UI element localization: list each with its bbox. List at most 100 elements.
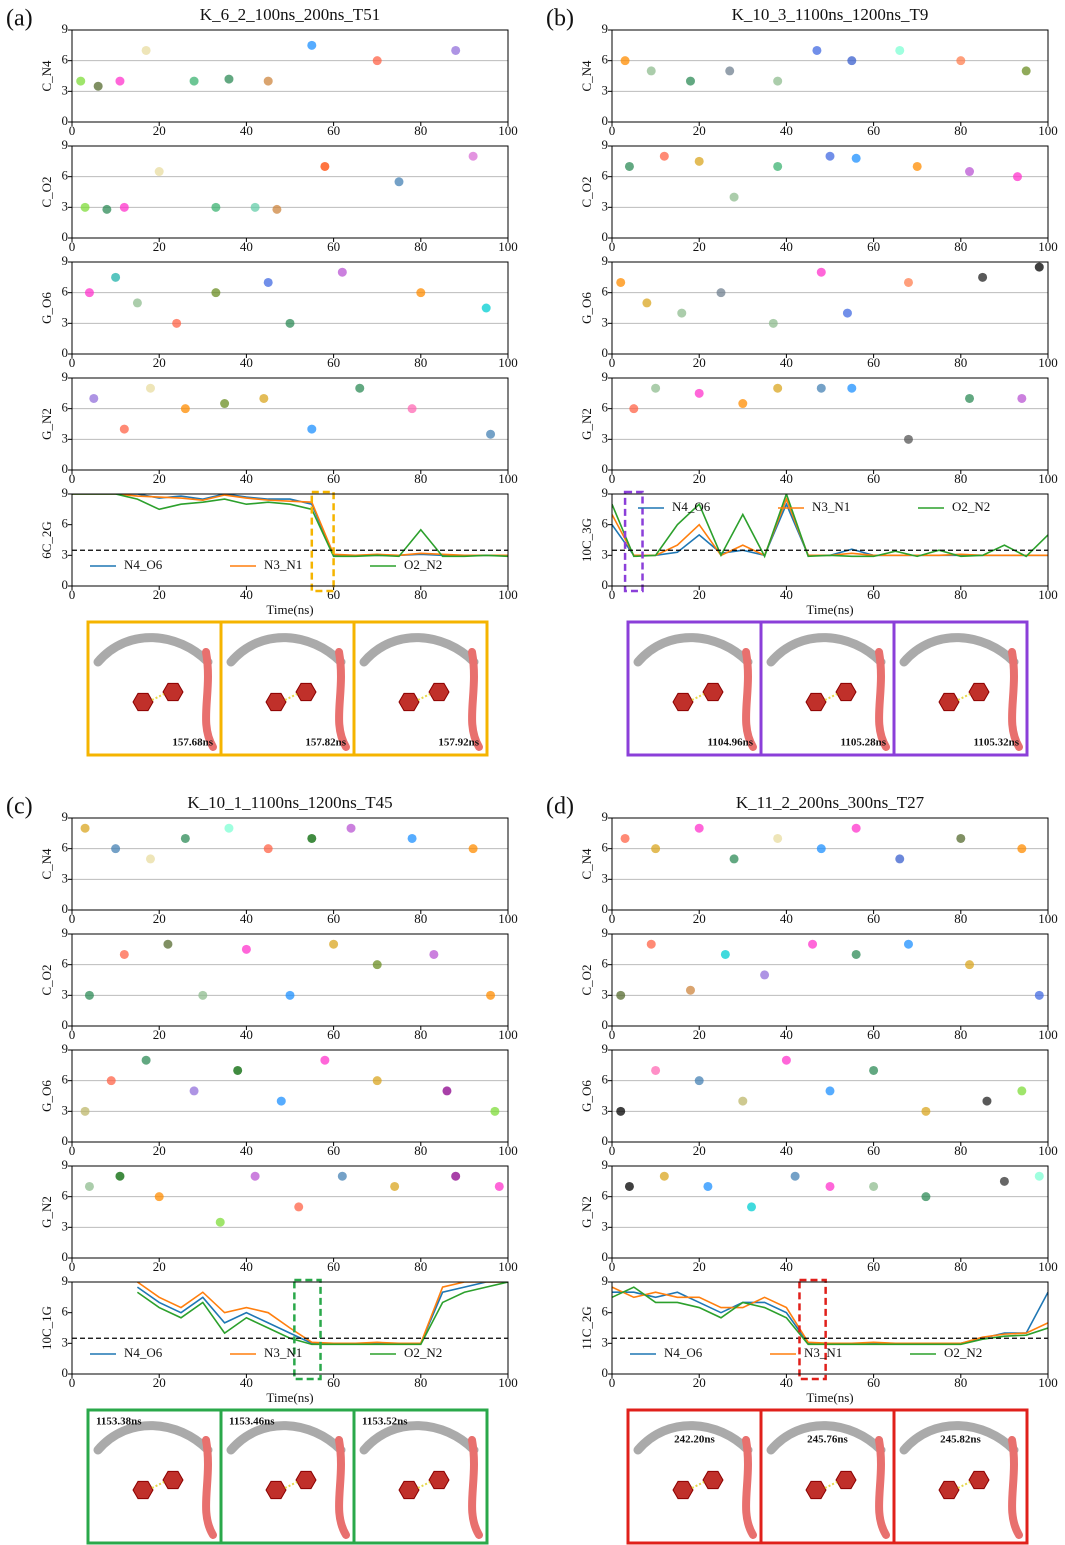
scatter-point xyxy=(738,399,747,408)
y-tick-label: 9 xyxy=(62,1157,69,1172)
scatter-point xyxy=(738,1097,747,1106)
y-tick-label: 3 xyxy=(62,870,69,885)
y-axis-label: G_N2 xyxy=(39,1196,54,1228)
scatter-point xyxy=(812,46,821,55)
y-tick-label: 0 xyxy=(602,1133,609,1148)
scatter-point xyxy=(395,177,404,186)
scatter-point xyxy=(373,56,382,65)
snapshot-time: 1105.28ns xyxy=(840,737,886,749)
scatter-point xyxy=(695,824,704,833)
x-axis-label: Time(ns) xyxy=(266,602,313,617)
axes-frame xyxy=(612,30,1048,122)
scatter-point xyxy=(647,940,656,949)
scatter-point xyxy=(826,1086,835,1095)
scatter-point xyxy=(181,404,190,413)
scatter-point xyxy=(956,56,965,65)
scatter-point xyxy=(769,319,778,328)
scatter-point xyxy=(155,167,164,176)
y-tick-label: 3 xyxy=(62,546,69,561)
scatter-point xyxy=(338,1172,347,1181)
scatter-point xyxy=(120,203,129,212)
scatter-point xyxy=(320,1056,329,1065)
scatter-point xyxy=(852,950,861,959)
scatter-point xyxy=(146,854,155,863)
scatter-point xyxy=(773,77,782,86)
scatter-point xyxy=(703,1182,712,1191)
scatter-point xyxy=(408,834,417,843)
snapshot-time: 1105.32ns xyxy=(973,737,1019,749)
y-tick-label: 9 xyxy=(602,1041,609,1056)
plot-area xyxy=(85,940,495,1000)
y-tick-label: 0 xyxy=(602,901,609,916)
scatter-point xyxy=(294,1202,303,1211)
y-tick-label: 0 xyxy=(62,345,69,360)
axes-frame xyxy=(72,1166,508,1258)
y-axis-label: G_O6 xyxy=(39,1080,54,1112)
y-tick-label: 3 xyxy=(62,82,69,97)
y-tick-label: 0 xyxy=(602,229,609,244)
scatter-point xyxy=(451,46,460,55)
scatter-point xyxy=(625,1182,634,1191)
y-tick-label: 0 xyxy=(62,1017,69,1032)
snapshot-time: 242.20ns xyxy=(674,1434,715,1446)
y-tick-label: 9 xyxy=(62,21,69,36)
scatter-point xyxy=(490,1107,499,1116)
y-tick-label: 3 xyxy=(602,198,609,213)
scatter-point xyxy=(660,1172,669,1181)
scatter-point xyxy=(921,1192,930,1201)
y-tick-label: 6 xyxy=(602,168,609,183)
plot-area xyxy=(72,494,508,556)
y-tick-label: 6 xyxy=(62,516,69,531)
y-axis-label: C_N4 xyxy=(579,848,594,880)
scatter-point xyxy=(782,1056,791,1065)
axes-frame xyxy=(72,934,508,1026)
y-tick-label: 3 xyxy=(602,1102,609,1117)
base xyxy=(133,1481,153,1498)
y-tick-label: 6 xyxy=(602,516,609,531)
base xyxy=(399,693,419,710)
scatter-point xyxy=(85,1182,94,1191)
y-tick-label: 3 xyxy=(602,1218,609,1233)
plot-area xyxy=(81,152,478,214)
axes-frame xyxy=(612,818,1048,910)
y-axis-label: G_O6 xyxy=(579,1080,594,1112)
scatter-point xyxy=(76,77,85,86)
series-line xyxy=(137,1282,508,1343)
legend-label: N3_N1 xyxy=(264,557,302,572)
scatter-point xyxy=(808,940,817,949)
legend-label: N4_O6 xyxy=(672,499,711,514)
base xyxy=(836,1471,856,1488)
base xyxy=(969,1471,989,1488)
y-tick-label: 6 xyxy=(602,956,609,971)
y-tick-label: 3 xyxy=(62,314,69,329)
plot-area xyxy=(621,824,1027,864)
scatter-point xyxy=(408,404,417,413)
scatter-point xyxy=(211,203,220,212)
base xyxy=(296,1471,316,1488)
scatter-point xyxy=(695,1076,704,1085)
scatter-point xyxy=(338,268,347,277)
y-axis-label: 6C_2G xyxy=(39,521,54,559)
scatter-point xyxy=(869,1182,878,1191)
series-line xyxy=(612,1292,1048,1343)
scatter-point xyxy=(259,394,268,403)
panel-label: (d) xyxy=(546,794,574,820)
y-axis-label: C_O2 xyxy=(39,964,54,995)
legend-label: N4_O6 xyxy=(124,1345,163,1360)
scatter-point xyxy=(155,1192,164,1201)
y-tick-label: 9 xyxy=(602,21,609,36)
scatter-point xyxy=(725,66,734,75)
legend-label: O2_N2 xyxy=(952,499,990,514)
y-axis-label: C_N4 xyxy=(579,60,594,92)
scatter-point xyxy=(817,268,826,277)
base xyxy=(806,693,826,710)
scatter-point xyxy=(817,844,826,853)
y-axis-label: G_O6 xyxy=(579,292,594,324)
y-tick-label: 9 xyxy=(62,485,69,500)
y-tick-label: 3 xyxy=(602,314,609,329)
y-tick-label: 6 xyxy=(62,284,69,299)
snapshot-time: 1153.46ns xyxy=(229,1416,275,1428)
figure: (a)K_6_2_100ns_200ns_T510369020406080100… xyxy=(0,0,1065,1545)
y-tick-label: 3 xyxy=(62,1218,69,1233)
scatter-point xyxy=(1013,172,1022,181)
